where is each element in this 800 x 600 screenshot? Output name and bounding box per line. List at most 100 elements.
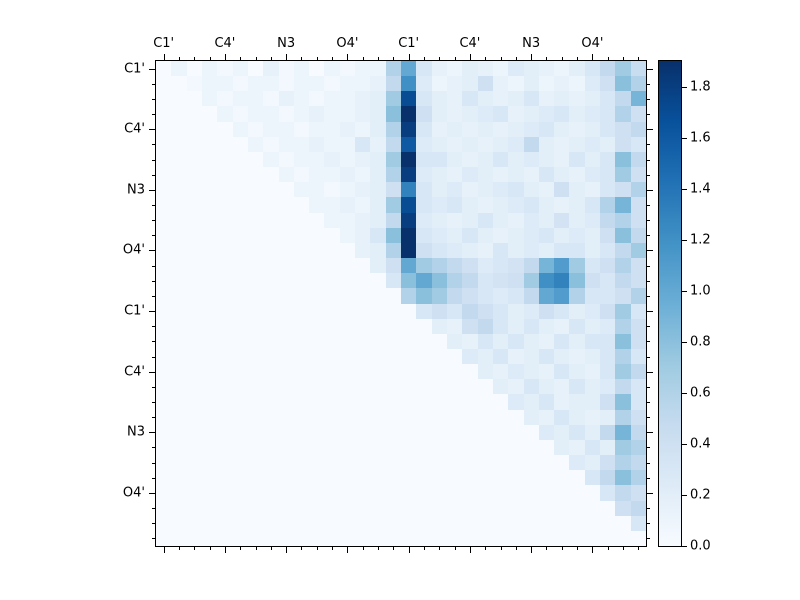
heatmap-cell — [492, 212, 509, 228]
axis-tick — [647, 129, 653, 131]
heatmap-cell — [201, 333, 218, 349]
heatmap-cell — [217, 136, 233, 152]
axis-tick — [224, 54, 226, 60]
heatmap-cell — [186, 61, 202, 77]
heatmap-cell — [201, 424, 218, 440]
heatmap-cell — [217, 500, 233, 516]
heatmap-cell — [232, 485, 248, 501]
heatmap-cell — [171, 485, 187, 501]
heatmap-cell — [263, 151, 279, 168]
heatmap-cell — [462, 273, 478, 289]
heatmap-cell — [538, 470, 555, 486]
heatmap-cell — [538, 106, 555, 122]
heatmap-cell — [554, 258, 570, 274]
heatmap-cell — [263, 485, 279, 501]
heatmap-cell — [538, 424, 555, 440]
axis-tick — [149, 311, 155, 313]
heatmap-cell — [217, 76, 233, 92]
heatmap-cell — [217, 424, 233, 440]
heatmap-cell — [431, 500, 447, 516]
heatmap-cell — [385, 288, 401, 304]
heatmap-cell — [232, 394, 248, 410]
heatmap-cell — [355, 91, 371, 107]
heatmap-cell — [324, 91, 340, 107]
axis-tick — [515, 547, 517, 550]
heatmap-cell — [462, 212, 478, 228]
axis-tick — [454, 57, 456, 60]
heatmap-cell — [186, 242, 202, 259]
heatmap-cell — [630, 348, 646, 365]
heatmap-cell — [416, 424, 432, 440]
heatmap-cell — [186, 500, 202, 516]
heatmap-cell — [355, 76, 371, 92]
heatmap-cell — [615, 500, 631, 516]
heatmap-cell — [293, 136, 310, 152]
heatmap-cell — [201, 182, 218, 198]
heatmap-cell — [217, 530, 233, 546]
heatmap-cell — [355, 303, 371, 319]
heatmap-cell — [156, 364, 172, 380]
heatmap-cell — [554, 136, 570, 152]
axis-tick — [347, 54, 349, 60]
heatmap-cell — [554, 470, 570, 486]
heatmap-cell — [232, 409, 248, 425]
heatmap-cell — [554, 333, 570, 349]
heatmap-cell — [156, 151, 172, 168]
heatmap-cell — [630, 227, 646, 243]
heatmap-cell — [339, 197, 356, 213]
heatmap-cell — [278, 364, 294, 380]
heatmap-cell — [309, 333, 325, 349]
heatmap-cell — [263, 258, 279, 274]
heatmap-cell — [263, 409, 279, 425]
heatmap-cell — [600, 379, 616, 395]
heatmap-cell — [554, 455, 570, 471]
heatmap-cell — [416, 151, 432, 168]
heatmap-cell — [293, 364, 310, 380]
heatmap-cell — [263, 364, 279, 380]
heatmap-cell — [431, 212, 447, 228]
heatmap-cell — [431, 318, 447, 334]
axis-tick — [469, 54, 471, 60]
heatmap-cell — [278, 258, 294, 274]
axis-tick — [152, 114, 155, 116]
heatmap-cell — [477, 227, 493, 243]
heatmap-cell — [171, 212, 187, 228]
heatmap-cell — [401, 515, 417, 531]
heatmap-cell — [217, 151, 233, 168]
heatmap-cell — [401, 136, 417, 152]
heatmap-cell — [492, 348, 509, 365]
y-tick-label: C1' — [124, 61, 145, 77]
axis-tick — [194, 57, 196, 60]
colorbar-tick-label: 0.0 — [690, 538, 711, 554]
heatmap-cell — [431, 530, 447, 546]
heatmap-cell — [171, 91, 187, 107]
heatmap-cell — [339, 182, 356, 198]
heatmap-cell — [171, 61, 187, 77]
heatmap-cell — [508, 424, 524, 440]
heatmap-cell — [584, 121, 601, 137]
axis-tick — [149, 129, 155, 131]
heatmap-cell — [201, 515, 218, 531]
heatmap-cell — [293, 76, 310, 92]
heatmap-cell — [293, 394, 310, 410]
heatmap-cell — [370, 61, 386, 77]
heatmap-cell — [370, 258, 386, 274]
heatmap-cell — [355, 364, 371, 380]
heatmap-cell — [201, 500, 218, 516]
axis-tick — [647, 538, 650, 540]
heatmap-cell — [232, 61, 248, 77]
heatmap-cell — [355, 121, 371, 137]
heatmap-cell — [554, 318, 570, 334]
heatmap-cell — [401, 182, 417, 198]
heatmap-cell — [217, 182, 233, 198]
heatmap-cell — [416, 500, 432, 516]
heatmap-cell — [171, 409, 187, 425]
heatmap-cell — [186, 318, 202, 334]
heatmap-cell — [156, 91, 172, 107]
heatmap-cell — [156, 197, 172, 213]
heatmap-cell — [171, 227, 187, 243]
heatmap-cell — [431, 121, 447, 137]
heatmap-cell — [247, 379, 264, 395]
heatmap-cell — [247, 61, 264, 77]
y-tick-label: C4' — [124, 364, 145, 380]
